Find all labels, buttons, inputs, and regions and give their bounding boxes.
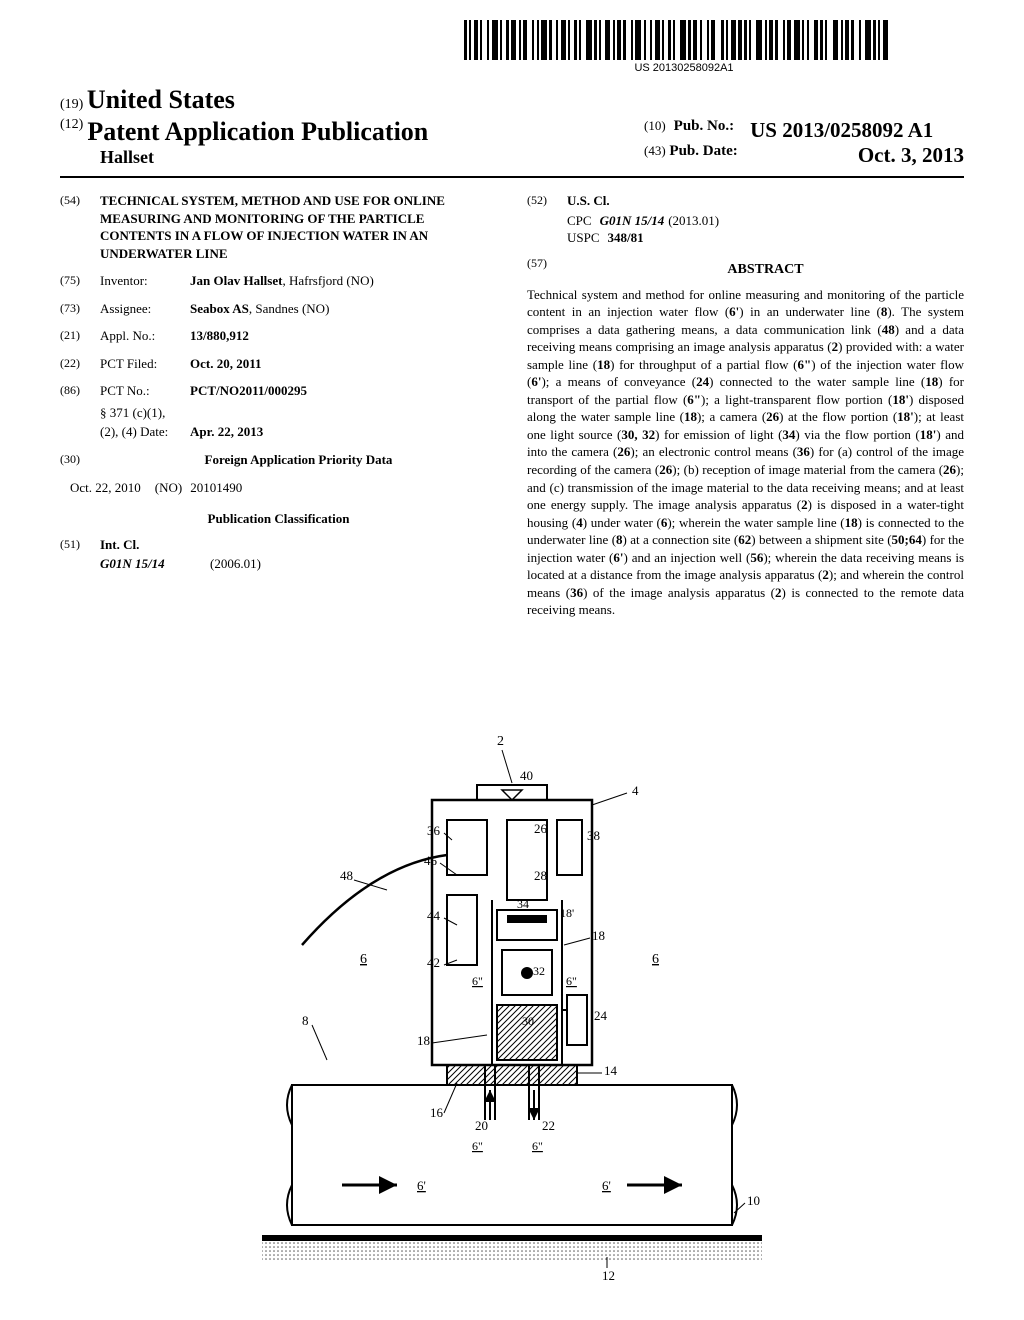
- svg-text:6": 6": [532, 1139, 543, 1153]
- foreign-country: (NO): [155, 479, 182, 497]
- header-rule: [60, 176, 964, 178]
- assignee-num: (73): [60, 300, 100, 318]
- s371-date-value: Apr. 22, 2013: [190, 423, 497, 441]
- svg-text:34: 34: [517, 897, 529, 911]
- svg-text:14: 14: [604, 1063, 618, 1078]
- svg-text:32: 32: [533, 964, 545, 978]
- assignee-name: Seabox AS: [190, 301, 249, 316]
- patent-title: TECHNICAL SYSTEM, METHOD AND USE FOR ONL…: [100, 192, 497, 262]
- inventor-label: Inventor:: [100, 272, 190, 290]
- uspc-label: USPC: [567, 229, 600, 247]
- barcode: [464, 20, 904, 60]
- left-column: (54) TECHNICAL SYSTEM, METHOD AND USE FO…: [60, 192, 497, 619]
- header-pap: Patent Application Publication: [87, 117, 428, 146]
- svg-text:38: 38: [587, 828, 600, 843]
- uspc-value: 348/81: [608, 229, 644, 247]
- svg-text:28: 28: [534, 868, 547, 883]
- pctfiled-label: PCT Filed:: [100, 355, 190, 373]
- uscl-num: (52): [527, 192, 567, 210]
- inventor-loc: , Hafrsfjord (NO): [282, 273, 373, 288]
- svg-text:42: 42: [427, 955, 440, 970]
- svg-text:36: 36: [427, 823, 441, 838]
- svg-text:20: 20: [475, 1118, 488, 1133]
- cpc-year: (2013.01): [668, 212, 719, 230]
- svg-text:6: 6: [652, 952, 659, 967]
- s371-date-label: (2), (4) Date:: [100, 423, 190, 441]
- svg-text:18: 18: [592, 928, 605, 943]
- svg-text:6': 6': [602, 1178, 611, 1193]
- abstract-body: Technical system and method for online m…: [527, 286, 964, 619]
- svg-text:30: 30: [522, 1014, 534, 1028]
- barcode-block: US 20130258092A1: [464, 20, 904, 74]
- svg-text:44: 44: [427, 908, 441, 923]
- svg-text:6': 6': [417, 1178, 426, 1193]
- barcode-number: US 20130258092A1: [464, 62, 904, 74]
- header-num19: (19): [60, 97, 83, 112]
- svg-text:18: 18: [417, 1033, 430, 1048]
- pctno-num: (86): [60, 382, 100, 400]
- svg-text:48: 48: [340, 868, 353, 883]
- svg-text:18': 18': [560, 906, 574, 920]
- intcl-label: Int. Cl.: [100, 536, 497, 554]
- svg-text:40: 40: [520, 768, 533, 783]
- s371-label: § 371 (c)(1),: [100, 404, 497, 422]
- abstract-title: ABSTRACT: [567, 261, 964, 280]
- assignee-label: Assignee:: [100, 300, 190, 318]
- intcl-code: G01N 15/14: [100, 555, 210, 573]
- header-num10: (10): [644, 118, 666, 143]
- pctfiled-value: Oct. 20, 2011: [190, 355, 497, 373]
- cpc-value: G01N 15/14: [600, 212, 665, 230]
- svg-text:24: 24: [594, 1008, 608, 1023]
- pubno-label: Pub. No.:: [674, 118, 734, 143]
- cpc-label: CPC: [567, 212, 592, 230]
- appl-num: (21): [60, 327, 100, 345]
- svg-text:22: 22: [542, 1118, 555, 1133]
- svg-text:12: 12: [602, 1268, 615, 1283]
- pctfiled-num: (22): [60, 355, 100, 373]
- body-columns: (54) TECHNICAL SYSTEM, METHOD AND USE FO…: [60, 192, 964, 619]
- svg-text:4: 4: [632, 783, 639, 798]
- foreign-date: Oct. 22, 2010: [70, 479, 141, 497]
- inventor-name: Jan Olav Hallset: [190, 273, 282, 288]
- appl-value: 13/880,912: [190, 327, 497, 345]
- svg-text:10: 10: [747, 1193, 760, 1208]
- intcl-year: (2006.01): [210, 555, 261, 573]
- svg-text:6": 6": [472, 974, 483, 988]
- svg-text:6": 6": [566, 974, 577, 988]
- svg-text:2: 2: [497, 734, 504, 749]
- assignee-loc: , Sandnes (NO): [249, 301, 330, 316]
- svg-text:8: 8: [302, 1013, 309, 1028]
- foreign-title: Foreign Application Priority Data: [100, 451, 497, 469]
- appl-label: Appl. No.:: [100, 327, 190, 345]
- svg-text:6": 6": [472, 1139, 483, 1153]
- inventor-num: (75): [60, 272, 100, 290]
- pubno-value: US 2013/0258092 A1: [750, 118, 933, 143]
- uscl-label: U.S. Cl.: [567, 192, 964, 210]
- foreign-num: (30): [60, 451, 100, 469]
- header-author: Hallset: [100, 147, 428, 168]
- header-num43: (43): [644, 143, 666, 158]
- pubdate-value: Oct. 3, 2013: [858, 143, 964, 168]
- right-column: (52) U.S. Cl. CPC G01N 15/14 (2013.01) U…: [527, 192, 964, 619]
- abstract-num: (57): [527, 255, 567, 286]
- pctno-label: PCT No.:: [100, 382, 190, 400]
- foreign-app: 20101490: [190, 479, 242, 497]
- patent-diagram: 6' 6': [0, 725, 1024, 1290]
- svg-text:16: 16: [430, 1105, 444, 1120]
- title-num: (54): [60, 192, 100, 262]
- header-country: United States: [87, 85, 235, 114]
- intcl-num: (51): [60, 536, 100, 554]
- svg-text:6: 6: [360, 952, 367, 967]
- pubdate-label: Pub. Date:: [669, 143, 737, 159]
- svg-text:26: 26: [534, 821, 548, 836]
- pubclass-title: Publication Classification: [60, 510, 497, 528]
- pctno-value: PCT/NO2011/000295: [190, 382, 497, 400]
- header: (19) United States (12) Patent Applicati…: [60, 85, 964, 168]
- svg-text:46: 46: [424, 853, 438, 868]
- diagram-svg: 6' 6': [232, 725, 792, 1285]
- header-num12: (12): [60, 117, 83, 132]
